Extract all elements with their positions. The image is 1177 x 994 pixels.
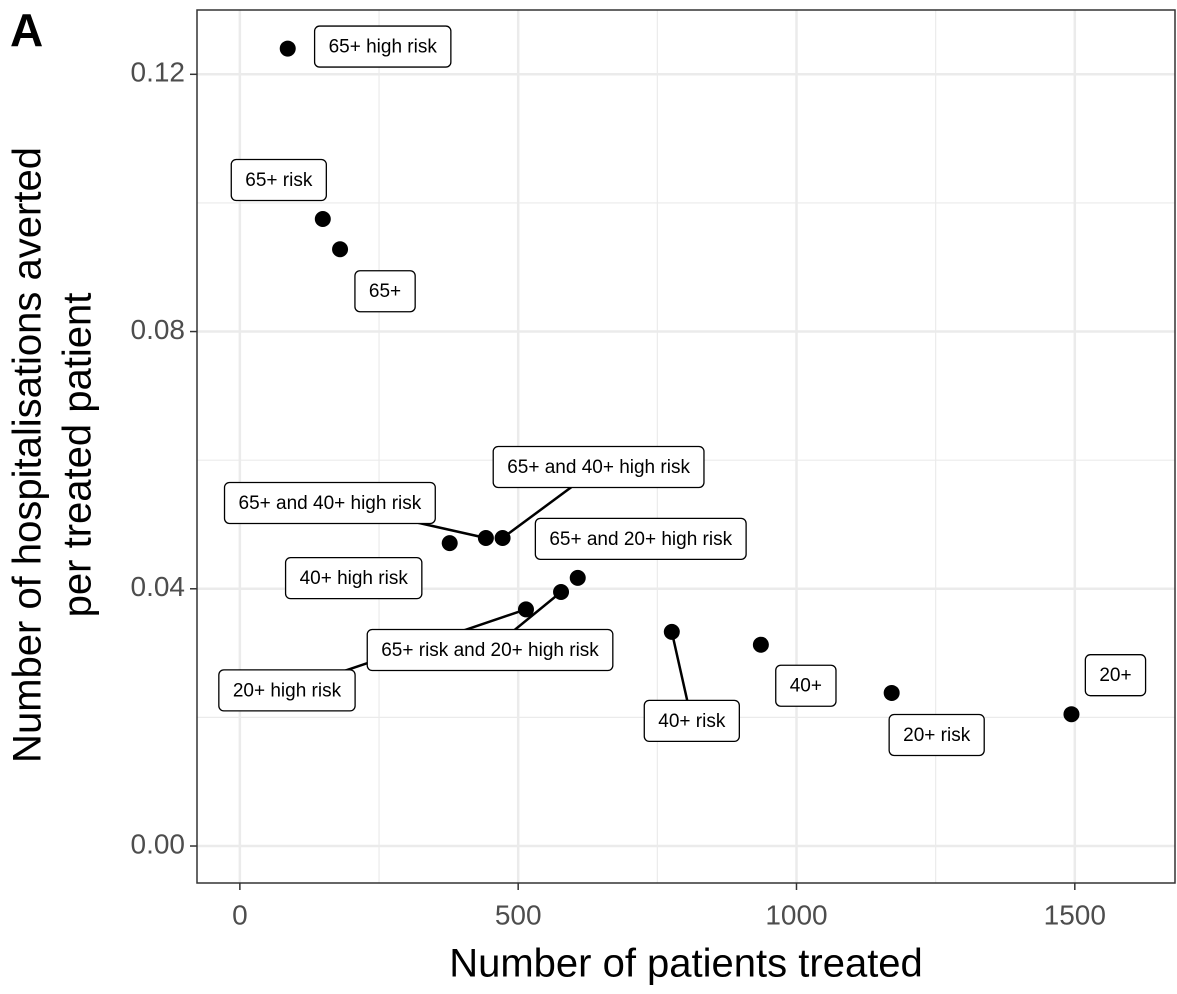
x-axis-title: Number of patients treated (449, 942, 923, 986)
label-box (492, 445, 705, 489)
point (883, 684, 900, 701)
label-box (1084, 654, 1147, 697)
point-label: 65+ and 20+ high risk (549, 529, 732, 550)
point (279, 40, 296, 57)
label-box (643, 699, 740, 743)
point (553, 584, 570, 600)
point (477, 529, 494, 546)
y-tick-label: 0.12 (131, 57, 186, 88)
point-label: 65+ (369, 281, 401, 302)
y-tick-label: 0.04 (131, 571, 186, 602)
point (441, 535, 458, 552)
point-label: 40+ (790, 676, 822, 697)
y-axis-title: per treated patient (56, 293, 100, 618)
point-label: 20+ risk (903, 725, 971, 746)
point (752, 636, 769, 653)
point-label: 65+ high risk (329, 37, 438, 58)
label-box (218, 669, 356, 712)
y-axis-title: Number of hospitalisations averted (6, 147, 50, 763)
y-tick-label: 0.08 (131, 314, 186, 345)
point (663, 623, 680, 640)
label-box (366, 628, 614, 672)
plot-border (196, 9, 1176, 884)
x-tick-label: 500 (495, 899, 542, 930)
x-tick-label: 1500 (1044, 899, 1106, 930)
point-label: 40+ risk (658, 711, 726, 732)
label-box (223, 481, 436, 525)
point-label: 65+ and 40+ high risk (239, 493, 422, 514)
point-label: 65+ and 40+ high risk (507, 457, 690, 478)
point-label: 65+ risk (245, 170, 313, 191)
panel-label: A (10, 4, 43, 56)
point (1063, 706, 1080, 723)
point-label: 65+ risk and 20+ high risk (381, 640, 599, 661)
label-box (230, 158, 327, 202)
label-box (313, 25, 452, 68)
label-box (284, 556, 423, 600)
point-label: 40+ high risk (300, 568, 409, 589)
label-box (775, 664, 837, 707)
x-tick-label: 1000 (765, 899, 827, 930)
x-tick-label: 0 (232, 899, 248, 930)
label-box (888, 713, 985, 757)
point (494, 529, 511, 546)
point (314, 211, 331, 228)
y-tick-label: 0.00 (131, 828, 186, 859)
point (517, 601, 534, 618)
point-label: 20+ (1099, 665, 1131, 686)
label-box (534, 517, 747, 561)
point (569, 569, 586, 586)
label-box (354, 270, 416, 313)
point (332, 241, 349, 258)
point-label: 20+ high risk (233, 680, 342, 701)
